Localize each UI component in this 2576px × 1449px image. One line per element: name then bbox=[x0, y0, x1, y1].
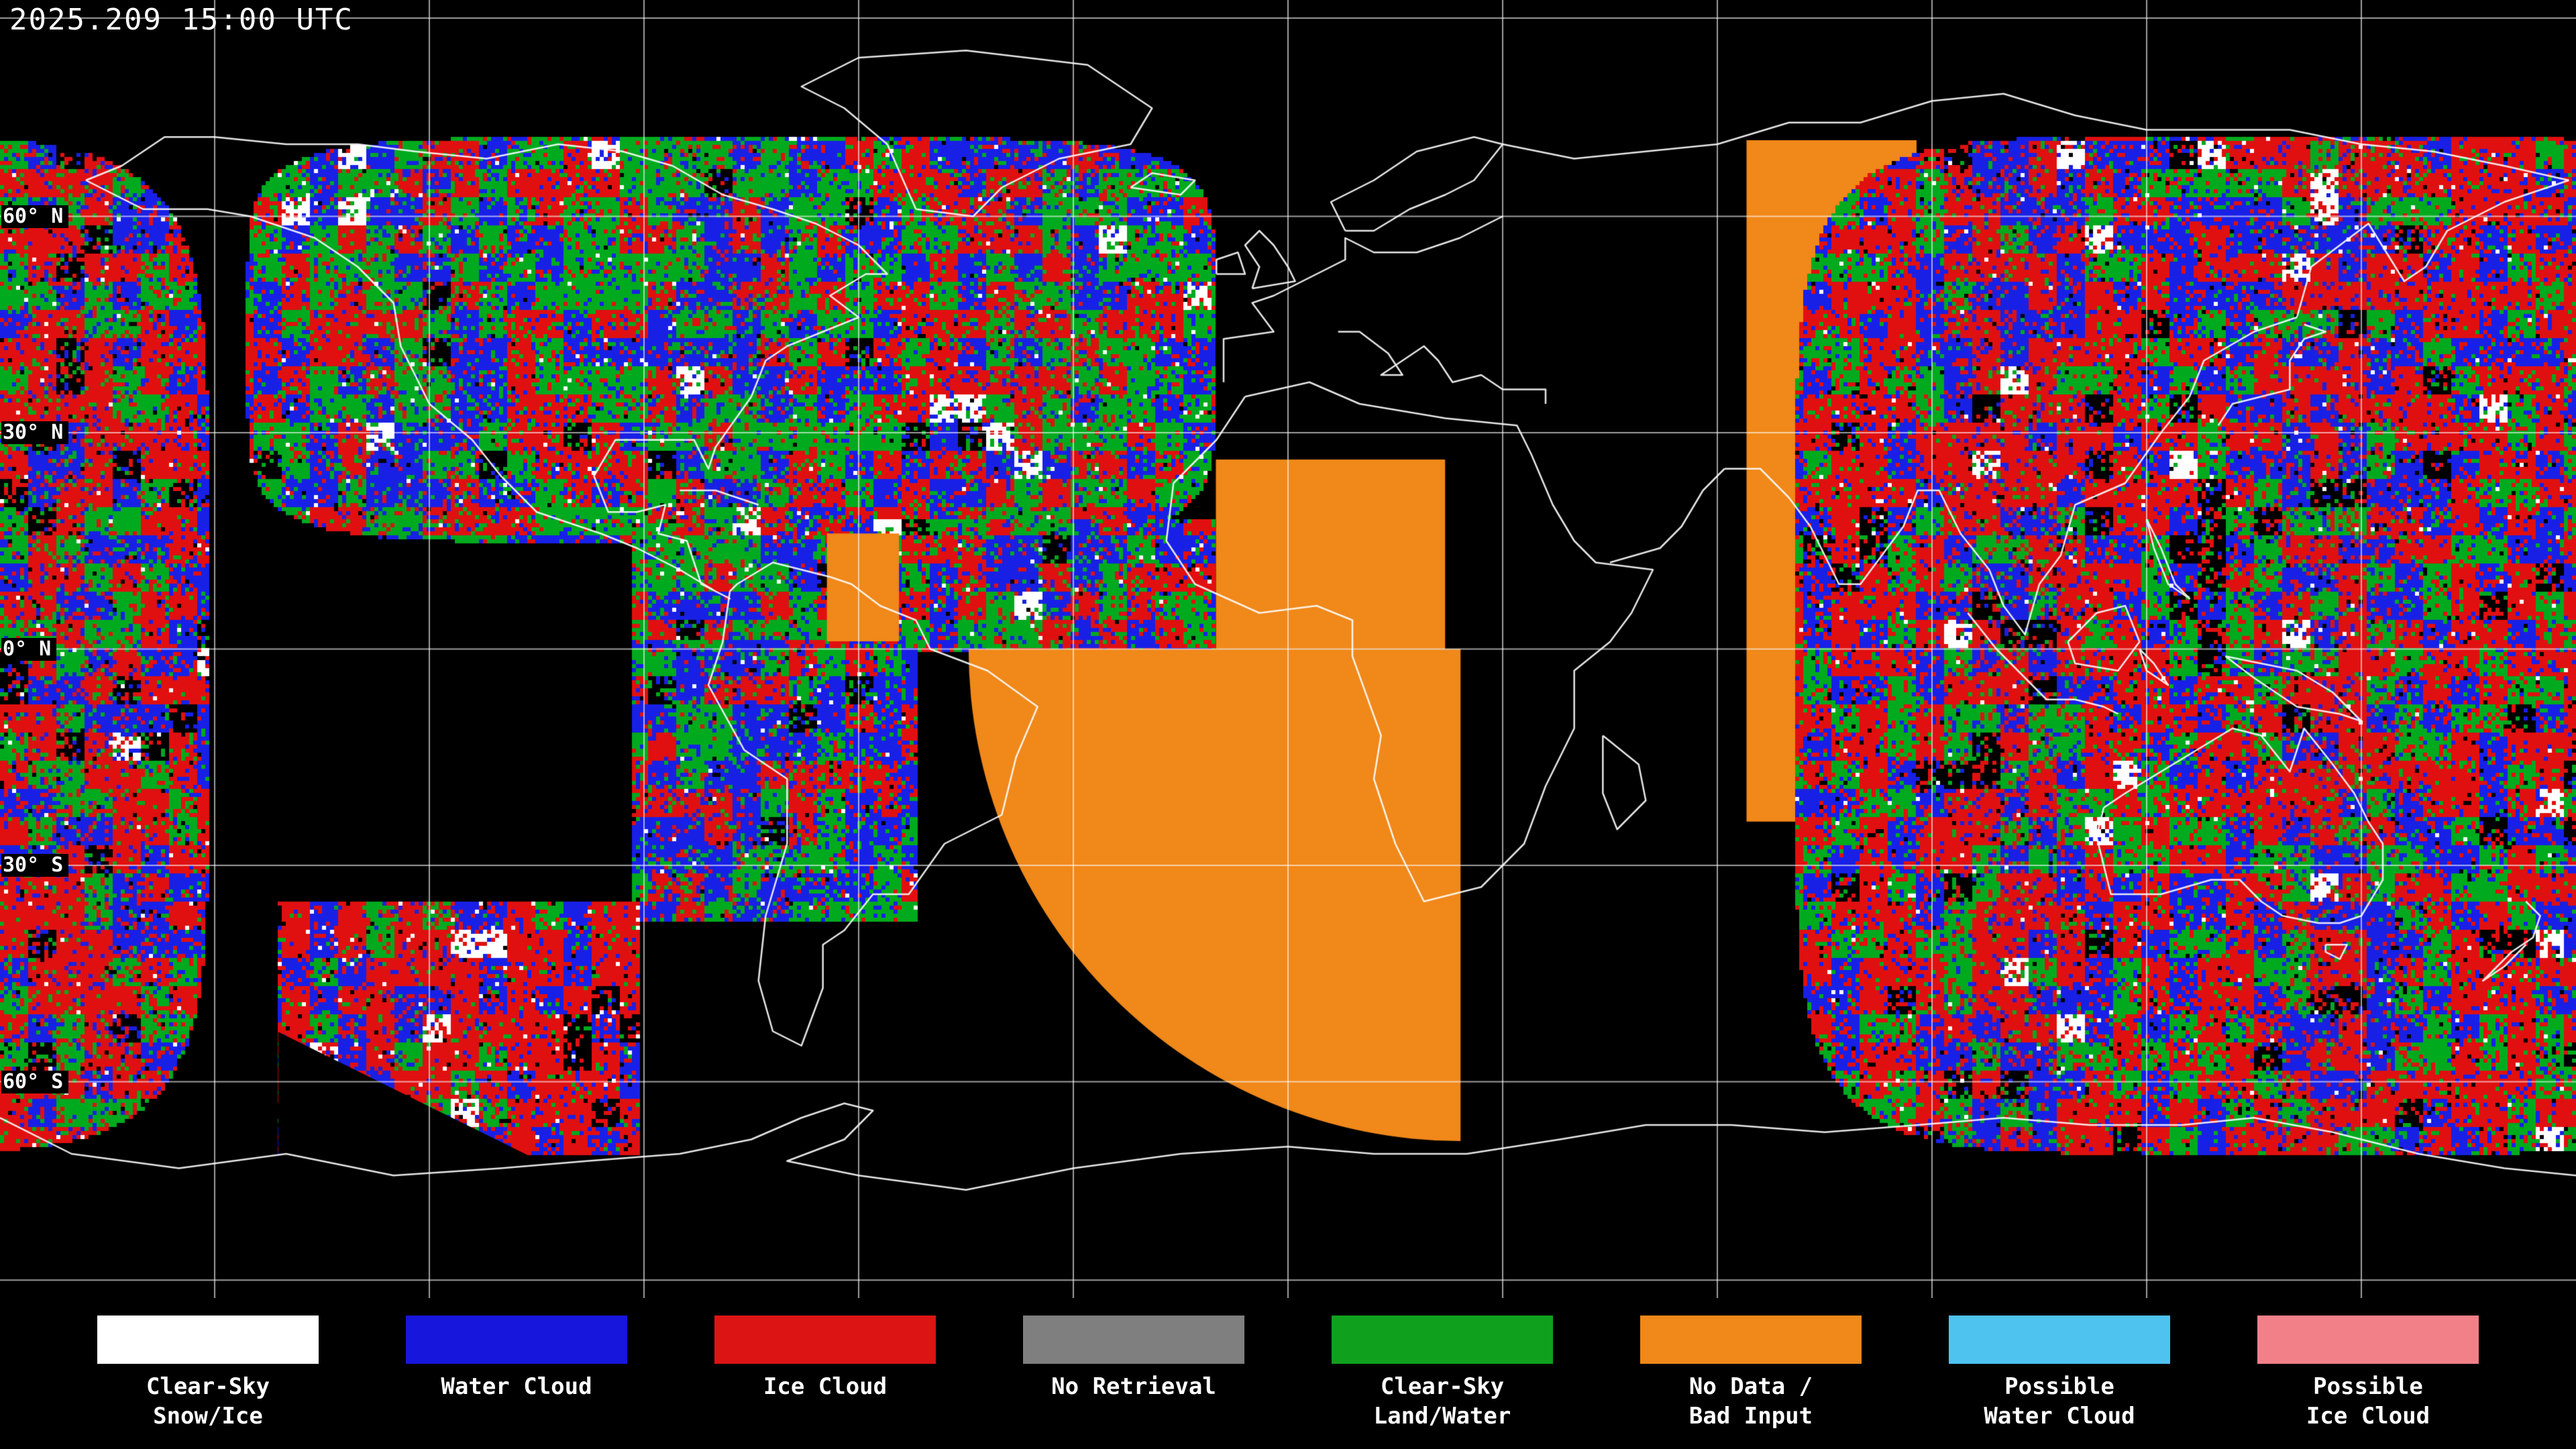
lat-label-30s: 30° S bbox=[1, 854, 68, 877]
legend-label: Clear-Sky Land/Water bbox=[1288, 1372, 1597, 1431]
legend-label-line2 bbox=[979, 1401, 1288, 1431]
lat-label-60n: 60° N bbox=[1, 205, 68, 228]
world-map: 2025.209 15:00 UTC 60° N 30° N 0° N 30° … bbox=[0, 0, 2576, 1298]
legend-item-possible-water-cloud: Possible Water Cloud bbox=[1905, 1298, 2214, 1431]
legend-label: Possible Water Cloud bbox=[1905, 1372, 2214, 1431]
legend-label-line1: Water Cloud bbox=[362, 1372, 671, 1401]
legend-item-possible-ice-cloud: Possible Ice Cloud bbox=[2214, 1298, 2522, 1431]
legend-swatch bbox=[406, 1316, 627, 1364]
legend-swatch bbox=[1332, 1316, 1553, 1364]
timestamp: 2025.209 15:00 UTC bbox=[9, 3, 354, 37]
legend-label-line2: Land/Water bbox=[1288, 1401, 1597, 1431]
legend-swatch bbox=[1949, 1316, 2170, 1364]
legend-label-line1: Possible bbox=[1905, 1372, 2214, 1401]
legend-item-clear-sky-snow-ice: Clear-Sky Snow/Ice bbox=[54, 1298, 362, 1431]
legend-label-line1: Ice Cloud bbox=[671, 1372, 979, 1401]
legend-label: Ice Cloud bbox=[671, 1372, 979, 1431]
legend-label-line2: Bad Input bbox=[1597, 1401, 1905, 1431]
legend-item-water-cloud: Water Cloud bbox=[362, 1298, 671, 1431]
legend-label: Possible Ice Cloud bbox=[2214, 1372, 2522, 1431]
legend: Clear-Sky Snow/Ice Water Cloud Ice Cloud… bbox=[0, 1298, 2576, 1449]
legend-label-line2 bbox=[362, 1401, 671, 1431]
legend-label: No Data / Bad Input bbox=[1597, 1372, 1905, 1431]
legend-label-line1: No Data / bbox=[1597, 1372, 1905, 1401]
legend-label: Water Cloud bbox=[362, 1372, 671, 1431]
legend-swatch bbox=[1023, 1316, 1244, 1364]
legend-label-line2 bbox=[671, 1401, 979, 1431]
legend-swatch bbox=[1640, 1316, 1862, 1364]
legend-item-no-retrieval: No Retrieval bbox=[979, 1298, 1288, 1431]
legend-swatch bbox=[714, 1316, 936, 1364]
map-canvas bbox=[0, 0, 2576, 1298]
legend-label-line1: Possible bbox=[2214, 1372, 2522, 1401]
legend-label-line1: Clear-Sky bbox=[54, 1372, 362, 1401]
legend-item-no-data-bad-input: No Data / Bad Input bbox=[1597, 1298, 1905, 1431]
legend-label: No Retrieval bbox=[979, 1372, 1288, 1431]
lat-label-0n: 0° N bbox=[1, 638, 56, 661]
legend-item-ice-cloud: Ice Cloud bbox=[671, 1298, 979, 1431]
legend-swatch bbox=[97, 1316, 319, 1364]
lat-label-30n: 30° N bbox=[1, 421, 68, 444]
legend-swatch bbox=[2257, 1316, 2479, 1364]
legend-label-line2: Snow/Ice bbox=[54, 1401, 362, 1431]
satellite-cloud-phase-product: 2025.209 15:00 UTC 60° N 30° N 0° N 30° … bbox=[0, 0, 2576, 1449]
legend-label-line1: No Retrieval bbox=[979, 1372, 1288, 1401]
legend-label-line1: Clear-Sky bbox=[1288, 1372, 1597, 1401]
legend-item-clear-sky-land-water: Clear-Sky Land/Water bbox=[1288, 1298, 1597, 1431]
legend-label: Clear-Sky Snow/Ice bbox=[54, 1372, 362, 1431]
legend-label-line2: Ice Cloud bbox=[2214, 1401, 2522, 1431]
lat-label-60s: 60° S bbox=[1, 1071, 68, 1093]
legend-label-line2: Water Cloud bbox=[1905, 1401, 2214, 1431]
